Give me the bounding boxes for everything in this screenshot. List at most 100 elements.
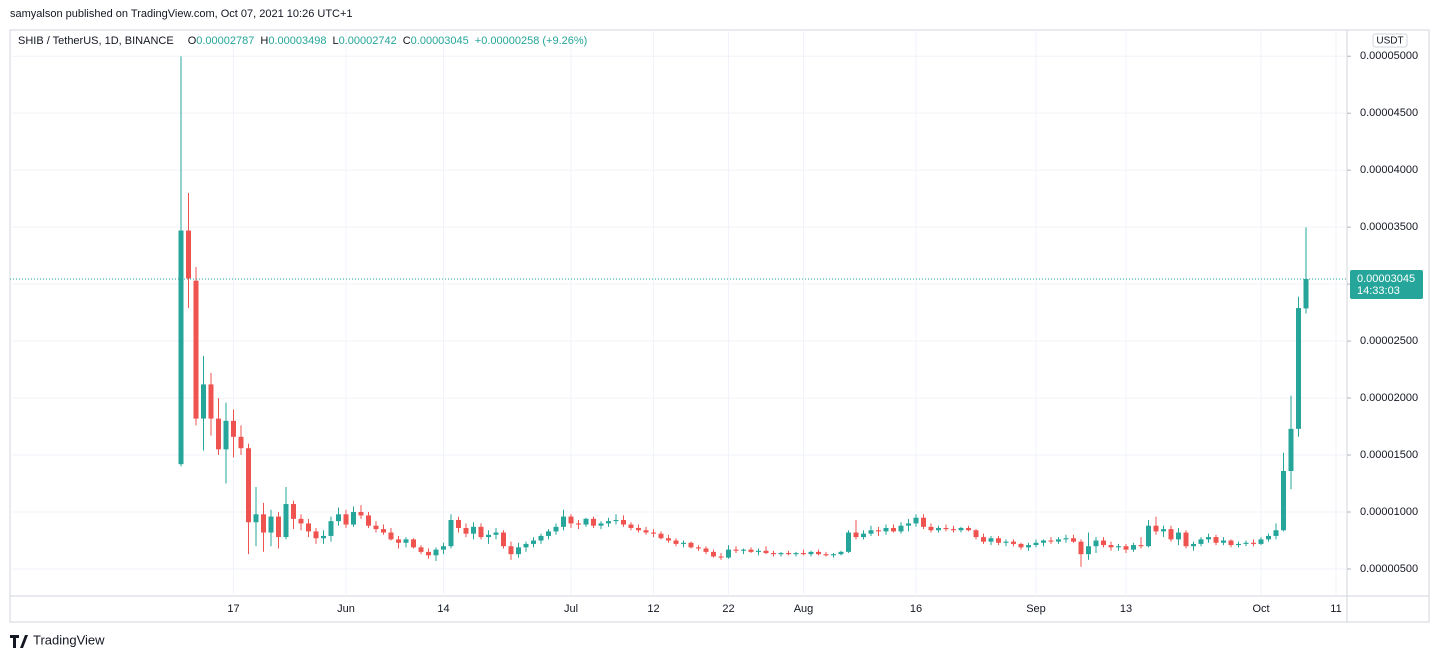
candle-body (651, 532, 656, 534)
candle-body (253, 514, 259, 523)
candle-body (1033, 542, 1039, 546)
x-tick-label: 17 (227, 603, 239, 615)
candle-body (718, 556, 724, 558)
candle-body (501, 532, 506, 547)
candle-body (1078, 541, 1084, 555)
candle-body (958, 527, 964, 531)
candle-body (778, 553, 784, 555)
x-tick-label: Oct (1252, 603, 1269, 615)
candle-body (298, 518, 304, 524)
candle-body (943, 527, 949, 530)
candle-body (741, 549, 746, 551)
candle-body (936, 527, 941, 531)
candle-body (396, 539, 401, 543)
x-tick-label: Aug (794, 603, 814, 615)
candle-body (1086, 546, 1091, 555)
candle-body (426, 551, 431, 556)
change: +0.00000258 (+9.26%) (475, 35, 588, 47)
candle-body (733, 549, 739, 551)
brand-name: TradingView (33, 632, 105, 647)
overlay: SHIB / TetherUS, 1D, BINANCE O0.00002787 H… (10, 33, 1423, 299)
candle-body (666, 538, 671, 541)
chart-frame (9, 29, 1430, 623)
candle-body (1018, 543, 1024, 548)
candle-body (883, 527, 889, 532)
candle-body (478, 526, 484, 538)
candle-body (591, 518, 596, 526)
ohlc-letter: C (403, 35, 411, 47)
candle-body (456, 519, 461, 528)
candle-body (808, 551, 814, 555)
candle-body (1093, 540, 1099, 547)
x-tick-label: Sep (1026, 603, 1046, 615)
candle-body (231, 420, 236, 437)
candle-body (201, 384, 206, 419)
candle-body (351, 512, 356, 525)
candle-body (598, 523, 604, 526)
x-tick-label: 13 (1120, 603, 1132, 615)
ohlc-value: 0.00002787 (196, 35, 254, 47)
candle-body (388, 532, 394, 540)
candle-body (1243, 542, 1249, 544)
candle-body (763, 550, 769, 554)
price-tag-countdown: 14:33:03 (1357, 285, 1400, 297)
candle-body (1183, 532, 1189, 547)
candle-body (748, 549, 754, 552)
candle-body (928, 526, 934, 531)
ohlc-letter: L (332, 35, 338, 47)
candle-body (1303, 278, 1309, 309)
candle-body (1213, 537, 1219, 543)
x-tick-label: 14 (437, 603, 449, 615)
candle-body (373, 525, 379, 530)
y-tick-label: 0.00000500 (1360, 563, 1418, 575)
candle-body (291, 504, 296, 519)
candle-body (1063, 538, 1069, 540)
candle-body (403, 539, 409, 543)
candle-body (756, 550, 761, 552)
candle-body (696, 547, 701, 549)
x-tick-label: 22 (722, 603, 734, 615)
candle-body (643, 530, 649, 533)
x-tick-label: Jun (337, 603, 355, 615)
candle-body (343, 514, 349, 525)
candle-body (823, 554, 829, 556)
y-tick-label: 0.00005000 (1360, 50, 1418, 62)
candle-body (1273, 530, 1279, 536)
candle-body (996, 538, 1001, 543)
candle-body (1153, 525, 1159, 532)
candle-body (816, 551, 821, 555)
candle-body (1191, 543, 1196, 547)
candle-body (1011, 541, 1016, 544)
x-tick-label: 12 (647, 603, 659, 615)
candle-body (786, 553, 791, 555)
candle-body (921, 517, 926, 527)
candle-body (606, 521, 611, 524)
brand: TradingView (10, 632, 105, 648)
candle-body (471, 526, 476, 534)
candle-body (981, 537, 986, 542)
candle-body (726, 549, 731, 558)
candle-body (223, 420, 229, 450)
candle-body (703, 548, 709, 552)
candle-body (1176, 532, 1181, 540)
candle-body (516, 547, 521, 555)
candle-body (238, 436, 244, 449)
candle-body (966, 527, 971, 531)
candle-body (1138, 545, 1144, 547)
candle-body (358, 512, 364, 516)
candle-body (328, 521, 334, 536)
candle-body (463, 527, 469, 534)
candle-body (1221, 540, 1226, 543)
candle-body (381, 529, 386, 533)
y-tick-label: 0.00001500 (1360, 449, 1418, 461)
price-tag-value: 0.00003045 (1357, 273, 1415, 285)
candle-body (838, 551, 844, 555)
candle-body (831, 554, 836, 556)
candle-body (283, 504, 289, 538)
candle-body (336, 514, 341, 522)
candle-body (583, 518, 589, 525)
candle-body (561, 516, 566, 527)
candle-body (1146, 525, 1151, 547)
brand-logo (10, 635, 28, 648)
candle-body (411, 539, 416, 548)
